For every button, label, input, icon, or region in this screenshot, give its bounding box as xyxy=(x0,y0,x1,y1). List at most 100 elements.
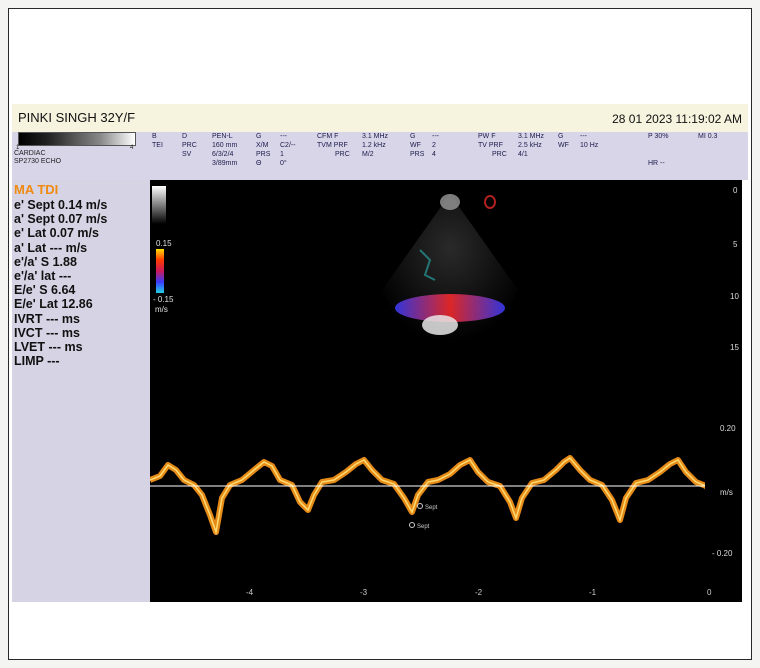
measurement-title: MA TDI xyxy=(14,182,59,197)
color-velocity-bar xyxy=(156,249,164,293)
param-value: G xyxy=(410,133,416,140)
param-value: PRS xyxy=(256,151,271,158)
measurement-row: e' Sept 0.14 m/s xyxy=(14,198,108,212)
param-col-7: 3.1 MHz 1.2 kHz M/2 xyxy=(362,132,388,159)
param-value: Θ xyxy=(256,160,262,167)
graybar-min-label: 1 xyxy=(16,145,20,151)
param-value: C2/-- xyxy=(280,142,296,149)
param-value: WF xyxy=(410,142,421,149)
param-col-13: --- 10 Hz xyxy=(580,132,598,150)
param-col-8: G WF PRS xyxy=(410,132,424,159)
mechanical-index: MI 0.3 xyxy=(698,133,718,140)
param-col-5: --- C2/-- 1 0° xyxy=(280,132,296,168)
param-value: 3.1 MHz xyxy=(362,133,389,140)
param-value: --- xyxy=(280,133,287,140)
measurement-row: E/e' Lat 12.86 xyxy=(14,297,93,312)
param-value: 10 Hz xyxy=(580,142,599,149)
marker-icon xyxy=(409,522,415,528)
measurement-row: IVCT --- ms xyxy=(14,325,80,340)
exam-datetime: 28 01 2023 11:19:02 AM xyxy=(612,112,742,126)
param-spacer xyxy=(648,150,669,159)
param-col-4: G X/M PRS Θ xyxy=(256,132,270,168)
param-value: X/M xyxy=(256,142,269,149)
param-value: 1 xyxy=(280,151,284,158)
param-value: PW F xyxy=(478,133,496,140)
tissue-echo xyxy=(419,249,436,281)
param-value: 4 xyxy=(432,151,436,158)
time-tick: -4 xyxy=(246,588,254,597)
param-value: --- xyxy=(432,133,439,140)
param-value: --- xyxy=(580,133,587,140)
preset-name: CARDIAC xyxy=(14,150,46,157)
param-value: PEN-L xyxy=(212,133,233,140)
param-col-9: --- 2 4 xyxy=(432,132,439,159)
measurement-row: E/e' S 6.64 xyxy=(14,283,76,298)
tdi-trace-core xyxy=(149,457,721,535)
doppler-bottom-label: - 0.20 xyxy=(712,549,733,558)
param-value: WF xyxy=(558,142,569,149)
param-value: B xyxy=(152,133,157,140)
measurement-panel: MA TDI e' Sept 0.14 m/s a' Sept 0.07 m/s… xyxy=(12,180,150,602)
measurement-list: e' Sept 0.14 m/s a' Sept 0.07 m/s e' Lat… xyxy=(14,198,107,368)
patient-header: PINKI SINGH 32Y/F 28 01 2023 11:19:02 AM xyxy=(12,104,748,132)
echo-apex xyxy=(440,194,460,210)
ultrasound-image: Sept Sept xyxy=(148,180,723,602)
preset-label: CARDIAC SP2730 ECHO xyxy=(14,150,61,166)
grayscale-bar xyxy=(18,132,136,146)
depth-label: 10 xyxy=(730,292,739,301)
depth-label: 0 xyxy=(733,186,738,195)
param-value: 160 mm xyxy=(212,142,238,149)
measurement-row: LVET --- ms xyxy=(14,340,83,355)
param-value: 0° xyxy=(280,160,287,167)
param-value: TVM PRF xyxy=(317,142,348,149)
heart-rate: HR -- xyxy=(648,160,665,167)
colorbar-top-label: 0.15 xyxy=(156,239,172,248)
depth-label: 15 xyxy=(730,343,739,352)
marker-label-2: Sept xyxy=(417,524,430,530)
graybar-max-label: 4 xyxy=(130,145,134,151)
parameter-bar: 1 4 CARDIAC SP2730 ECHO B TEI D PRC SV P… xyxy=(12,132,748,180)
param-value: PRS xyxy=(410,151,425,158)
param-value: CFM F xyxy=(317,133,339,140)
time-tick: 0 xyxy=(707,588,712,597)
echo-display: Sept Sept xyxy=(148,194,723,551)
param-value: 3.1 MHz xyxy=(518,133,545,140)
param-value: 3/89mm xyxy=(212,160,238,167)
measurement-row: e'/a' lat --- xyxy=(14,269,72,284)
measurement-row: e'/a' S 1.88 xyxy=(14,254,77,269)
doppler-top-label: 0.20 xyxy=(720,424,736,433)
colorbar-unit-label: m/s xyxy=(155,305,168,314)
colorbar-bottom-label: - 0.15 xyxy=(153,295,174,304)
param-col-3: PEN-L 160 mm 6/3/2/4 3/89mm xyxy=(212,132,237,168)
depth-label: 5 xyxy=(733,240,738,249)
color-doppler-jet xyxy=(395,294,505,322)
param-value: G xyxy=(558,133,564,140)
patient-name: PINKI SINGH 32Y/F xyxy=(18,110,136,125)
param-value: D xyxy=(182,133,188,140)
param-value: PRC xyxy=(335,151,350,158)
probe-name: SP2730 ECHO xyxy=(14,158,62,165)
param-col-11: 3.1 MHz 2.5 kHz 4/1 xyxy=(518,132,544,159)
param-value: PRC xyxy=(492,151,507,158)
echo-probe-marker xyxy=(484,195,496,209)
time-tick: -1 xyxy=(589,588,597,597)
measurement-row: a' Lat --- m/s xyxy=(14,240,88,255)
time-tick: -2 xyxy=(475,588,483,597)
param-value: SV xyxy=(182,151,192,158)
param-col-10: PW F TV PRF PRC xyxy=(478,132,507,159)
param-spacer xyxy=(648,141,669,150)
measurement-row: IVRT --- ms xyxy=(14,311,80,326)
param-value: M/2 xyxy=(362,151,374,158)
measurement-row: e' Lat 0.07 m/s xyxy=(14,226,99,241)
param-value: TV PRF xyxy=(478,142,503,149)
param-value: TEI xyxy=(152,142,163,149)
param-col-15: MI 0.3 xyxy=(698,132,717,141)
param-value: G xyxy=(256,133,262,140)
param-col-1: B TEI xyxy=(152,132,163,150)
marker-icon xyxy=(417,503,423,509)
grayscale-indicator xyxy=(152,186,166,224)
param-value: 1.2 kHz xyxy=(362,142,386,149)
param-col-12: G WF xyxy=(558,132,569,150)
param-value: 2.5 kHz xyxy=(518,142,542,149)
time-tick: -3 xyxy=(360,588,368,597)
